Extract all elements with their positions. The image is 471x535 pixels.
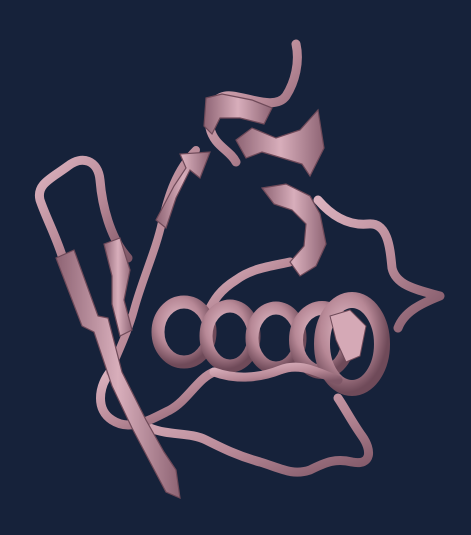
coil-right-loop (313, 195, 445, 333)
beta-strand-4 (235, 108, 325, 178)
helix-inner-strand (329, 309, 367, 363)
helix-connector (209, 362, 343, 385)
beta-strand-6 (203, 93, 273, 136)
beta-strand-1 (55, 249, 181, 499)
beta-sheets (55, 93, 327, 499)
coil-mid-loop (203, 257, 295, 317)
coil-back-loop (106, 146, 200, 376)
helix-turn-5 (314, 292, 390, 396)
beta-strand-2 (103, 237, 133, 337)
coil-lower-loop (145, 393, 373, 477)
beta-strand-5 (260, 183, 327, 277)
alpha-helix (151, 292, 390, 396)
beta-strand-3 (155, 151, 211, 230)
coil-left-loop (34, 155, 133, 267)
